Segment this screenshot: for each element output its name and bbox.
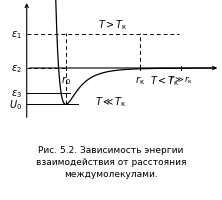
Text: $\varepsilon_2$: $\varepsilon_2$: [11, 63, 22, 75]
Text: $T{\ll}T_{\rm к}$: $T{\ll}T_{\rm к}$: [95, 95, 126, 108]
Text: $T < T_{\rm к}$: $T < T_{\rm к}$: [150, 74, 179, 88]
Text: $r_0$: $r_0$: [61, 74, 71, 87]
Text: $\varepsilon_1$: $\varepsilon_1$: [11, 29, 22, 41]
Text: $r$: $r$: [221, 63, 222, 74]
Text: $r_{\rm к}$: $r_{\rm к}$: [135, 74, 145, 87]
Text: $T > T_{\rm к}$: $T > T_{\rm к}$: [98, 18, 128, 32]
Text: $r{\gg}r_{\rm к}$: $r{\gg}r_{\rm к}$: [169, 74, 193, 85]
Text: Рис. 5.2. Зависимость энергии
взаимодействия от расстояния
междумолекулами.: Рис. 5.2. Зависимость энергии взаимодейс…: [36, 146, 186, 178]
Text: $\varepsilon_3$: $\varepsilon_3$: [11, 87, 22, 99]
Text: $U_0$: $U_0$: [9, 98, 22, 112]
